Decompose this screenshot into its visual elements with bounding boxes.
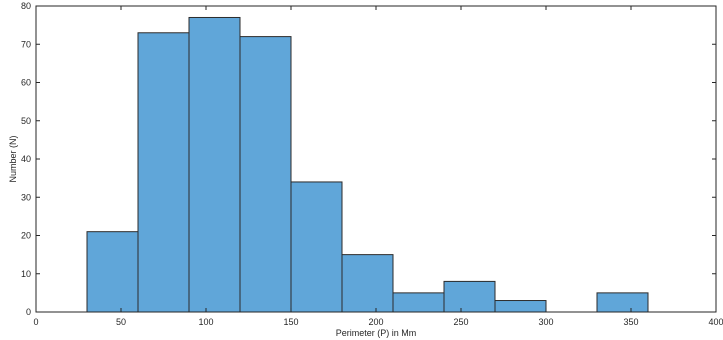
x-axis-label: Perimeter (P) in Mm: [336, 328, 417, 338]
y-tick-labels: 0 10 20 30 40 50 60 70 80: [21, 1, 31, 317]
y-tick-label: 10: [21, 269, 31, 279]
y-tick-label: 20: [21, 231, 31, 241]
y-tick-label: 30: [21, 192, 31, 202]
y-tick-label: 70: [21, 39, 31, 49]
x-tick-label: 250: [453, 317, 468, 327]
bars-layer: [86, 16, 649, 313]
y-tick-label: 50: [21, 116, 31, 126]
x-tick-label: 0: [33, 317, 38, 327]
x-tick-labels: 0 50 100 150 200 250 300 350 400: [33, 317, 723, 327]
x-tick-label: 200: [368, 317, 383, 327]
histogram-bar: [494, 300, 547, 313]
x-tick-label: 300: [538, 317, 553, 327]
x-tick-label: 350: [623, 317, 638, 327]
histogram-bar: [86, 231, 139, 313]
axes-layer: [35, 5, 717, 313]
histogram-bar: [290, 181, 343, 313]
histogram-bar: [596, 292, 649, 313]
x-tick-label: 400: [708, 317, 723, 327]
x-tick-label: 100: [198, 317, 213, 327]
histogram-bar: [188, 16, 241, 313]
x-tick-label: 50: [116, 317, 126, 327]
histogram-bar: [137, 32, 190, 313]
histogram-bar: [392, 292, 445, 313]
y-axis-label: Number (N): [8, 135, 18, 182]
histogram-bar: [239, 36, 292, 313]
histogram-bar: [341, 254, 394, 313]
y-tick-label: 0: [26, 307, 31, 317]
x-tick-label: 150: [283, 317, 298, 327]
y-tick-label: 60: [21, 78, 31, 88]
histogram-bar: [443, 280, 496, 313]
y-tick-label: 40: [21, 154, 31, 164]
y-tick-label: 80: [21, 1, 31, 11]
